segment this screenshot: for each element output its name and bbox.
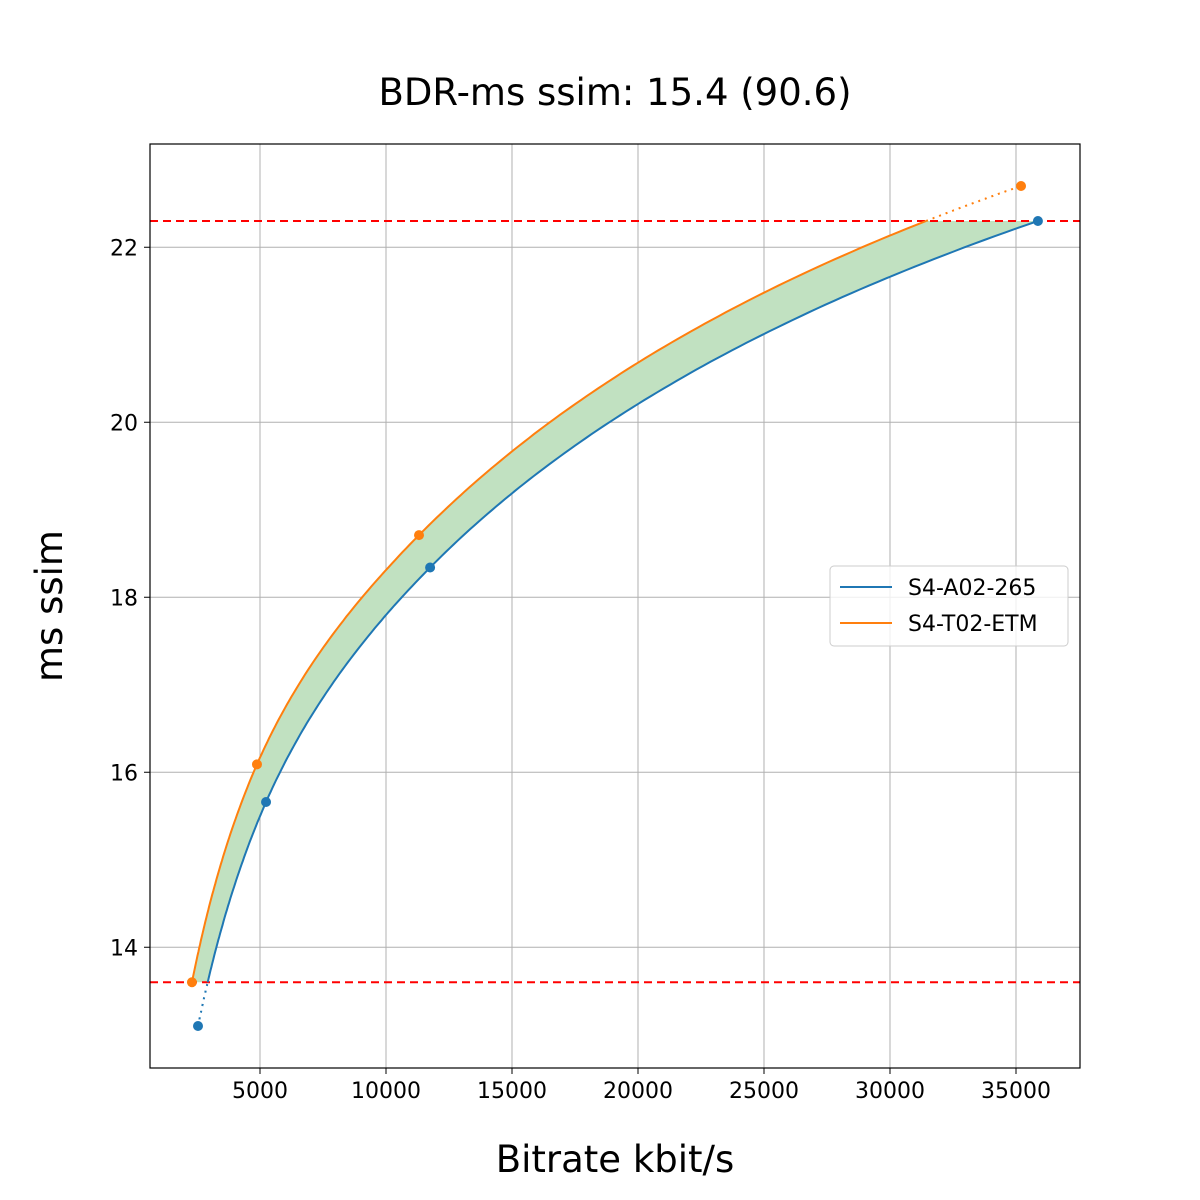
y-tick-label: 14 <box>110 936 138 961</box>
area-between-curves <box>191 221 1038 983</box>
x-axis-label: Bitrate kbit/s <box>496 1138 735 1181</box>
y-ticks: 14 16 18 20 22 <box>110 236 150 961</box>
series-0-point <box>425 562 436 573</box>
x-tick-label: 10000 <box>351 1079 421 1104</box>
legend: S4-A02-265 S4-T02-ETM <box>829 565 1069 647</box>
series-1-point <box>1016 181 1027 191</box>
y-tick-label: 16 <box>110 761 138 786</box>
series-1-point <box>414 530 425 541</box>
x-tick-label: 35000 <box>981 1079 1051 1104</box>
y-tick-label: 20 <box>110 411 138 436</box>
x-tick-label: 5000 <box>232 1079 288 1104</box>
legend-label-1: S4-T02-ETM <box>908 612 1038 637</box>
x-tick-label: 15000 <box>477 1079 547 1104</box>
series-0-point <box>261 797 272 807</box>
series-1-point <box>251 759 262 770</box>
plot-frame <box>149 143 1081 1069</box>
y-axis-label: ms ssim <box>28 530 71 682</box>
series-0-extrapolated-low <box>197 981 209 1027</box>
x-ticks: 5000 10000 15000 20000 25000 30000 35000 <box>232 1068 1051 1104</box>
y-tick-label: 22 <box>110 236 138 261</box>
x-tick-label: 30000 <box>855 1079 925 1104</box>
fill-region <box>191 221 1038 983</box>
y-tick-label: 18 <box>110 586 138 611</box>
series-0-line <box>206 220 1039 983</box>
x-tick-label: 25000 <box>729 1079 799 1104</box>
chart-title: BDR-ms ssim: 15.4 (90.6) <box>378 71 851 114</box>
series-1-line <box>191 220 927 983</box>
legend-label-0: S4-A02-265 <box>908 576 1036 601</box>
series-0-point <box>1032 216 1043 226</box>
series-1-extrapolated-high <box>925 185 1022 222</box>
series-group <box>186 181 1043 1031</box>
x-tick-label: 20000 <box>603 1079 673 1104</box>
series-1-point <box>186 977 197 988</box>
series-0-point <box>193 1021 204 1031</box>
